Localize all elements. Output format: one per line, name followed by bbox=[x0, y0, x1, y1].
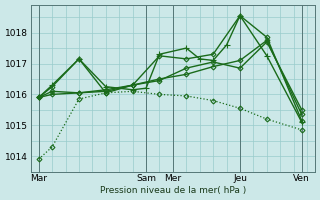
X-axis label: Pression niveau de la mer( hPa ): Pression niveau de la mer( hPa ) bbox=[100, 186, 246, 195]
